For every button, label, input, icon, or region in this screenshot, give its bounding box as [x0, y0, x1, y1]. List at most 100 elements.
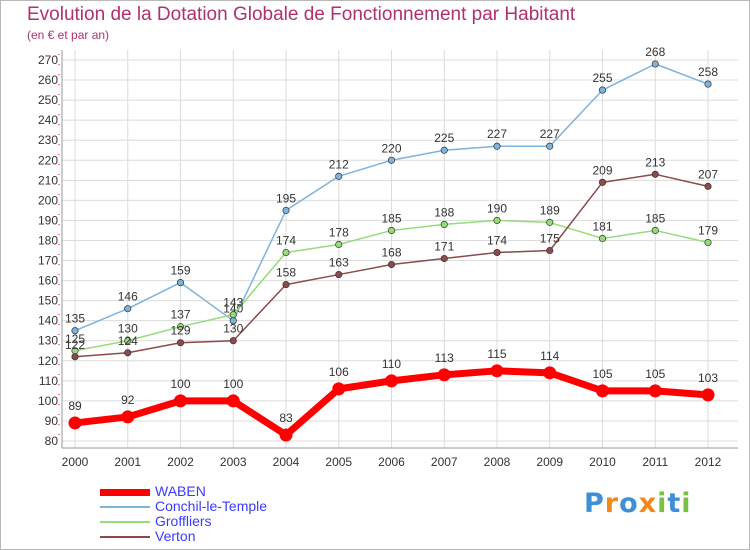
data-label: 190	[487, 201, 507, 215]
y-tick-label: 140	[38, 314, 58, 328]
data-point	[546, 142, 554, 150]
data-point	[598, 234, 607, 243]
logo-letter: i	[657, 488, 668, 519]
x-tick-label: 2012	[695, 455, 722, 469]
data-label: 220	[381, 141, 401, 155]
data-label: 146	[118, 290, 138, 304]
data-point	[440, 254, 448, 263]
data-point	[176, 323, 185, 331]
data-point	[493, 248, 501, 257]
logo-letter: o	[619, 488, 639, 519]
logo-letter: r	[604, 488, 620, 519]
data-point	[546, 218, 554, 226]
y-tick-label: 110	[39, 374, 58, 388]
data-point	[648, 384, 662, 398]
data-point	[701, 388, 715, 402]
data-label: 159	[170, 264, 190, 278]
logo-letter: i	[681, 488, 692, 519]
y-tick-label: 100	[38, 394, 58, 408]
y-tick-label: 180	[38, 233, 58, 247]
logo-letter: t	[667, 488, 682, 519]
data-label: 268	[645, 45, 665, 59]
data-label: 105	[592, 367, 612, 381]
x-tick-label: 2001	[114, 455, 141, 469]
data-label: 130	[223, 322, 243, 336]
data-label: 89	[68, 399, 82, 413]
data-label: 181	[592, 219, 612, 233]
chart-title: Evolution de la Dotation Globale de Fonc…	[27, 4, 576, 25]
x-tick-label: 2002	[167, 455, 194, 469]
data-point	[124, 337, 132, 345]
data-point	[387, 260, 396, 269]
data-point	[385, 374, 398, 388]
y-tick-label: 270	[38, 53, 58, 67]
data-point	[437, 368, 451, 382]
data-point	[282, 248, 290, 257]
data-point	[493, 142, 501, 150]
y-tick-label: 190	[38, 213, 58, 227]
data-label: 100	[223, 377, 243, 391]
y-tick-label: 80	[45, 434, 59, 448]
data-label: 163	[329, 256, 349, 270]
data-point	[332, 382, 346, 396]
data-point	[71, 327, 79, 335]
legend-label: Verton	[155, 528, 196, 544]
data-point	[651, 60, 659, 68]
data-point	[174, 394, 187, 408]
data-point	[124, 349, 132, 357]
legend-swatch	[100, 536, 150, 538]
data-point	[121, 410, 135, 424]
data-label: 125	[65, 332, 85, 346]
data-point	[598, 178, 607, 186]
y-tick-label: 130	[38, 334, 58, 348]
data-point	[229, 337, 237, 345]
data-point	[335, 240, 343, 249]
data-point	[176, 279, 185, 287]
data-label: 174	[276, 234, 296, 248]
data-label: 114	[540, 349, 559, 363]
data-label: 185	[645, 211, 665, 225]
data-label: 225	[434, 131, 454, 145]
data-label: 227	[487, 127, 507, 141]
data-point	[68, 416, 82, 430]
data-point	[543, 366, 557, 380]
data-label: 105	[645, 367, 665, 381]
logo-letter: P	[584, 488, 605, 519]
data-label: 110	[382, 357, 401, 371]
y-tick-label: 250	[38, 93, 58, 107]
data-label: 135	[65, 312, 85, 326]
data-label: 255	[592, 71, 612, 85]
data-point	[546, 246, 554, 255]
x-tick-label: 2010	[589, 455, 616, 469]
data-point	[596, 384, 609, 398]
data-point	[335, 271, 343, 279]
data-label: 137	[170, 308, 190, 322]
y-tick-label: 230	[38, 133, 58, 147]
data-label: 188	[434, 205, 454, 219]
x-tick-label: 2005	[325, 455, 352, 469]
data-label: 106	[329, 365, 349, 379]
legend-swatch	[100, 521, 150, 523]
legend-label: Conchil-le-Temple	[155, 498, 268, 514]
data-point	[226, 394, 240, 408]
x-tick-label: 2011	[642, 455, 668, 469]
data-label: 207	[698, 167, 718, 181]
data-label: 213	[645, 155, 665, 169]
data-label: 258	[698, 65, 718, 79]
data-point	[282, 281, 290, 289]
data-label: 115	[487, 347, 506, 361]
data-label: 227	[540, 127, 560, 141]
data-label: 103	[698, 371, 718, 385]
x-tick-label: 2007	[431, 455, 458, 469]
y-tick-label: 150	[38, 294, 58, 308]
data-label: 129	[170, 324, 190, 338]
legend-swatch	[100, 506, 150, 508]
data-point	[387, 156, 396, 164]
legend-label: Groffliers	[155, 513, 212, 529]
data-label: 100	[170, 377, 190, 391]
data-label: 174	[487, 234, 507, 248]
data-point	[704, 182, 712, 190]
data-label: 171	[434, 240, 454, 254]
data-point	[651, 170, 659, 178]
